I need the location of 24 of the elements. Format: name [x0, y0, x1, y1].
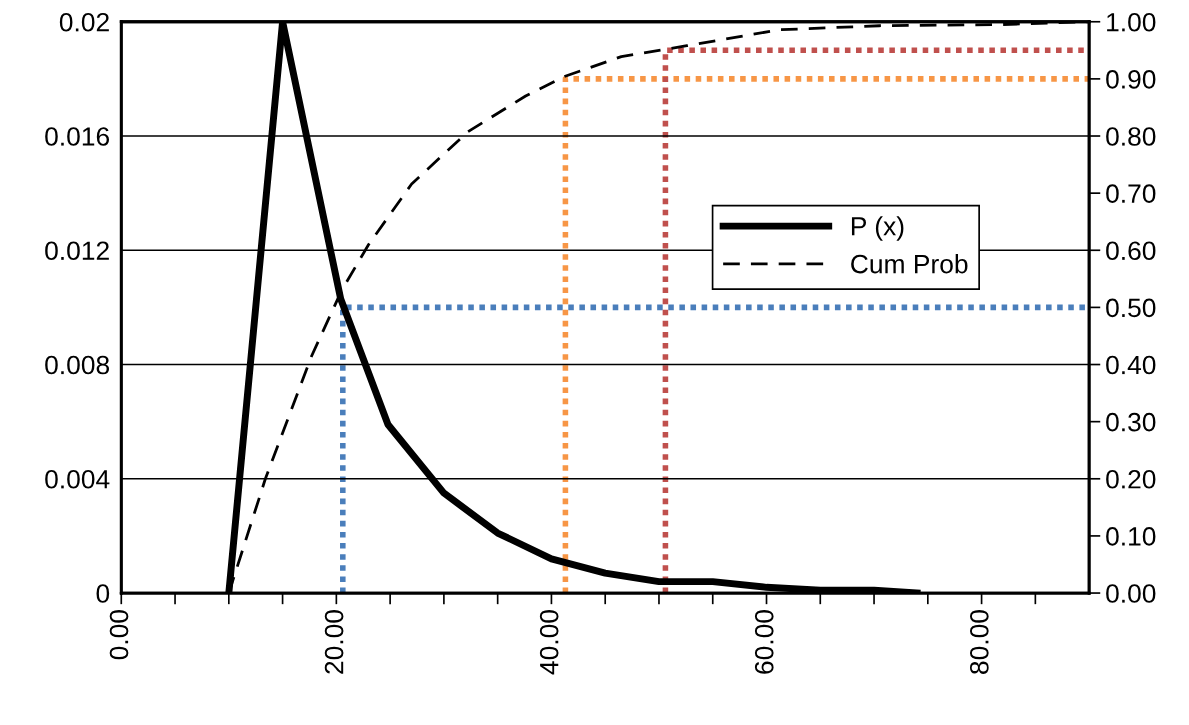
y-tick-label: 0 [96, 584, 110, 603]
y2-tick-label: 0.40 [1106, 355, 1156, 375]
x-tick-label: 40.00 [539, 610, 559, 675]
x-tick-label: 0.00 [109, 610, 129, 660]
y2-tick-label: 1.00 [1107, 12, 1156, 32]
y-tick-label: 0.02 [59, 12, 109, 32]
y2-tick-label: 0.80 [1106, 127, 1156, 146]
y-tick-label: 0.012 [45, 241, 109, 261]
x-tick-label: 20.00 [324, 610, 344, 674]
y2-tick-label: 0.50 [1106, 298, 1156, 318]
x-tick-label: 60.00 [754, 610, 774, 674]
y-tick-label: 0.004 [45, 469, 110, 489]
y2-tick-label: 0.20 [1106, 469, 1156, 489]
y2-tick-label: 0.00 [1106, 584, 1156, 603]
legend-label: Cum Prob [851, 254, 968, 274]
y2-tick-label: 0.70 [1106, 184, 1156, 203]
y2-tick-label: 0.90 [1106, 70, 1156, 89]
legend-label: P (x) [851, 216, 904, 241]
y-tick-label: 0.016 [45, 127, 110, 146]
y2-tick-label: 0.60 [1106, 241, 1156, 261]
y2-tick-label: 0.10 [1106, 527, 1156, 546]
y2-tick-label: 0.30 [1106, 412, 1156, 432]
y-tick-label: 0.008 [45, 355, 110, 375]
x-tick-label: 80.00 [969, 610, 989, 674]
